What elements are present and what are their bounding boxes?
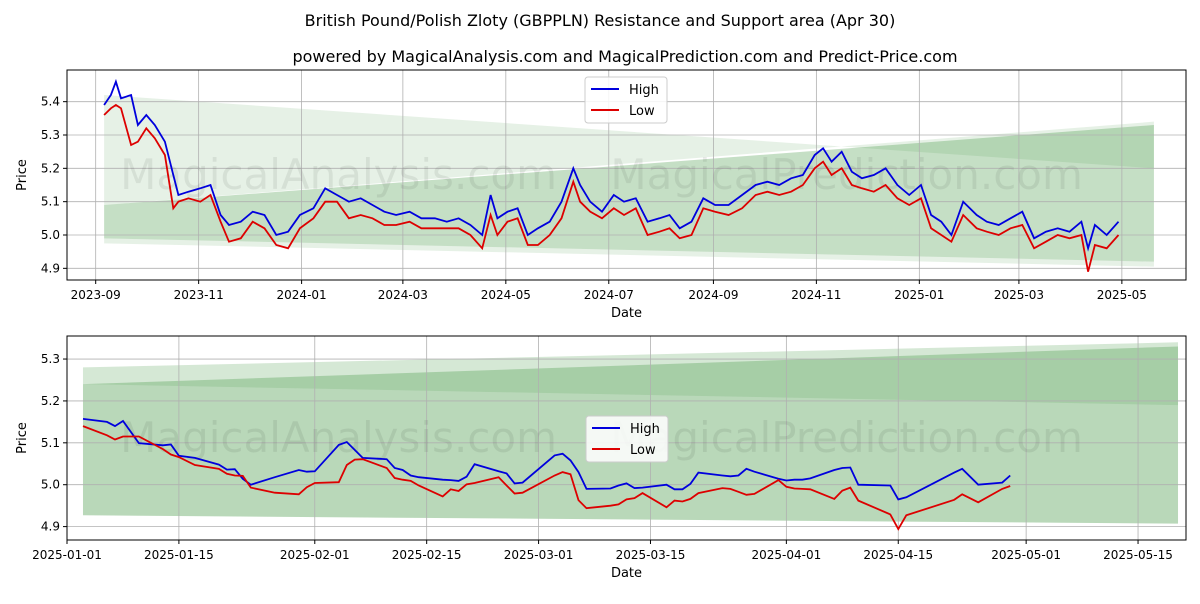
y-tick-label: 5.2 xyxy=(41,394,60,408)
x-tick-label: 2023-11 xyxy=(174,288,224,302)
y-axis-label: Price xyxy=(15,422,30,454)
x-axis-label: Date xyxy=(611,306,642,321)
x-tick-label: 2025-04-01 xyxy=(751,548,821,562)
series-line-low xyxy=(82,425,1011,531)
y-tick-label: 5.2 xyxy=(41,161,60,175)
legend: High Low xyxy=(585,415,669,463)
x-tick-label: 2025-02-15 xyxy=(392,548,462,562)
x-tick-label: 2025-02-01 xyxy=(280,548,350,562)
panels: MagicalAnalysis.com MagicalPrediction.co… xyxy=(15,69,1187,581)
y-tick-label: 5.4 xyxy=(41,95,60,109)
series-line-high xyxy=(103,78,1120,252)
x-tick-label: 2025-01-01 xyxy=(32,548,102,562)
chart-title: British Pound/Polish Zloty (GBPPLN) Resi… xyxy=(305,11,896,30)
plot-frame xyxy=(66,335,1187,541)
legend-label-high: High xyxy=(629,83,659,98)
panel-2: MagicalAnalysis.com MagicalPrediction.co… xyxy=(15,335,1187,581)
x-tick-label: 2025-04-15 xyxy=(863,548,933,562)
legend: High Low xyxy=(584,76,668,124)
legend-label-high: High xyxy=(630,422,660,437)
plot-area: MagicalAnalysis.com MagicalPrediction.co… xyxy=(67,70,1186,280)
x-tick-label: 2024-01 xyxy=(277,288,327,302)
series-line-high xyxy=(82,418,1011,501)
y-axis-label: Price xyxy=(15,159,30,191)
y-tick-label: 4.9 xyxy=(41,261,60,275)
legend-label-low: Low xyxy=(630,443,656,458)
panel-1: MagicalAnalysis.com MagicalPrediction.co… xyxy=(15,69,1187,321)
x-tick-label: 2023-09 xyxy=(71,288,121,302)
chart-subtitle: powered by MagicalAnalysis.com and Magic… xyxy=(292,47,957,66)
band-1 xyxy=(82,342,1179,406)
x-tick-label: 2024-07 xyxy=(584,288,634,302)
plot-frame xyxy=(66,69,1187,281)
y-tick-label: 5.3 xyxy=(41,352,60,366)
y-tick-label: 5.0 xyxy=(41,478,60,492)
y-tick-label: 5.1 xyxy=(41,436,60,450)
x-tick-label: 2025-05 xyxy=(1097,288,1147,302)
x-tick-label: 2025-05-15 xyxy=(1103,548,1173,562)
x-axis-label: Date xyxy=(611,566,642,581)
x-tick-label: 2024-09 xyxy=(688,288,738,302)
x-tick-label: 2024-11 xyxy=(791,288,841,302)
watermark: MagicalAnalysis.com MagicalPrediction.co… xyxy=(120,150,1083,199)
y-tick-label: 4.9 xyxy=(41,520,60,534)
x-tick-label: 2025-03-15 xyxy=(616,548,686,562)
legend-label-low: Low xyxy=(629,104,655,119)
x-tick-label: 2025-03 xyxy=(994,288,1044,302)
y-tick-label: 5.1 xyxy=(41,195,60,209)
y-tick-label: 5.3 xyxy=(41,128,60,142)
x-tick-label: 2025-01-15 xyxy=(144,548,214,562)
x-tick-label: 2024-05 xyxy=(481,288,531,302)
series-line-low xyxy=(103,103,1120,272)
x-tick-label: 2025-01 xyxy=(894,288,944,302)
x-tick-label: 2025-03-01 xyxy=(504,548,574,562)
band-2 xyxy=(104,125,1154,262)
y-tick-label: 5.0 xyxy=(41,228,60,242)
band-1 xyxy=(104,95,1154,205)
x-tick-label: 2024-03 xyxy=(378,288,428,302)
x-tick-label: 2025-05-01 xyxy=(991,548,1061,562)
band-3 xyxy=(104,238,1154,267)
